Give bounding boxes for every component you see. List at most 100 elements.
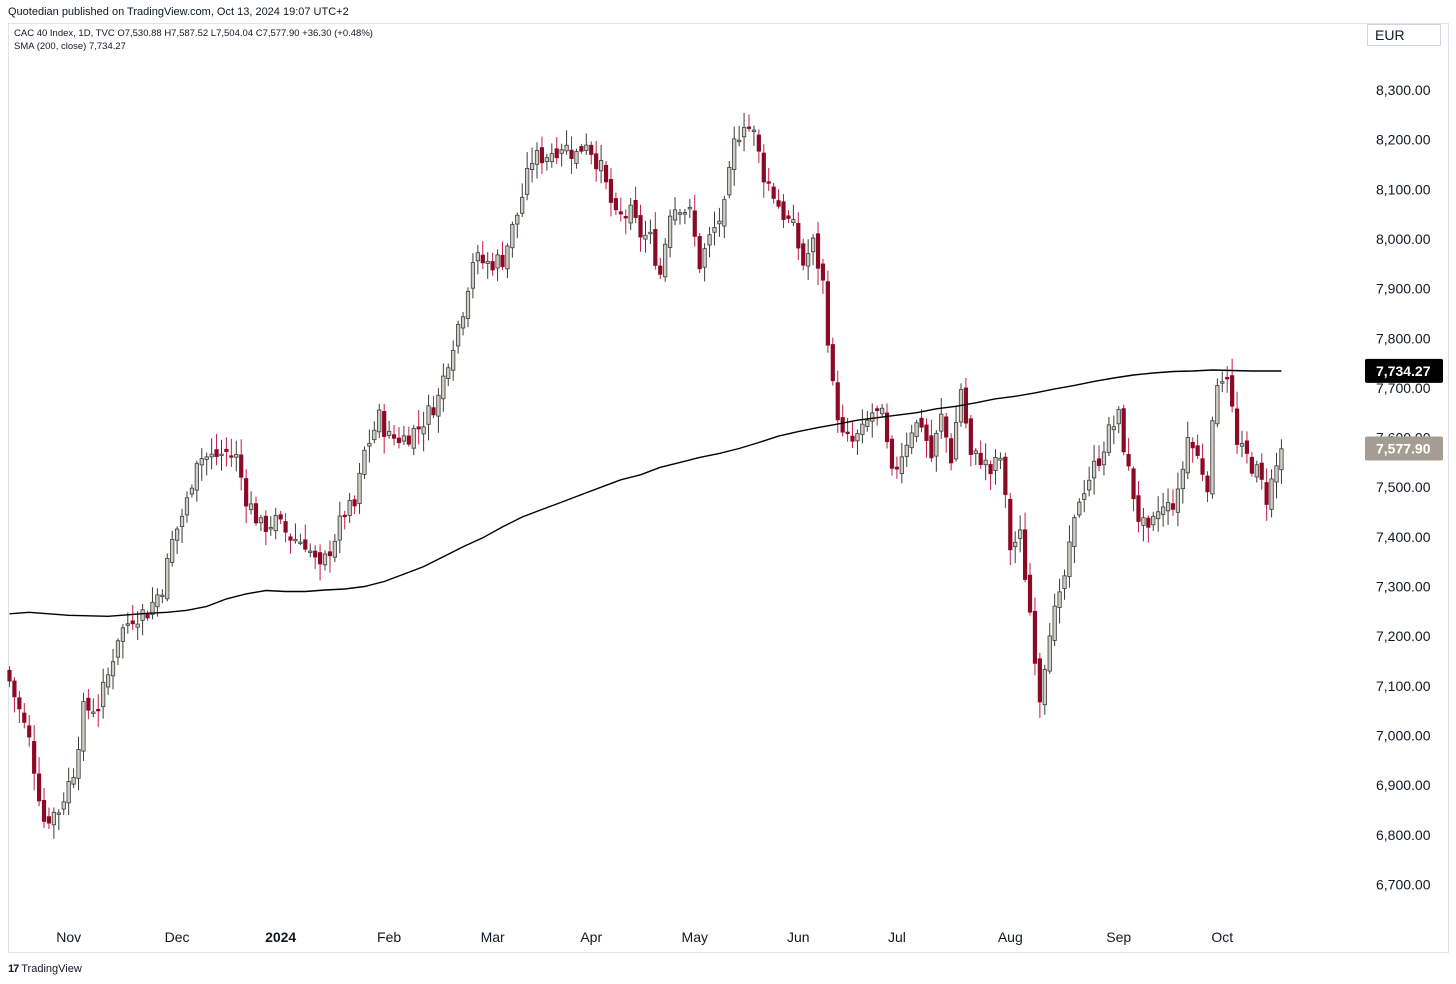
y-tick-label: 8,000.00 — [1376, 231, 1431, 247]
candle — [1151, 511, 1156, 531]
candle — [1220, 371, 1225, 393]
candle — [525, 152, 530, 201]
candle — [1027, 562, 1033, 616]
candle — [781, 194, 786, 229]
candle — [145, 610, 150, 621]
candle — [480, 241, 485, 270]
price-tags: 7,734.27 7,577.90 — [1365, 358, 1443, 461]
candle — [924, 418, 929, 458]
candle — [613, 192, 618, 215]
x-tick-label: Jul — [888, 929, 906, 945]
candle — [850, 421, 855, 449]
candle — [1146, 515, 1151, 543]
x-tick-label: Dec — [165, 929, 190, 945]
candle — [860, 409, 865, 444]
candle — [426, 394, 431, 441]
currency-selector[interactable]: EUR — [1367, 24, 1441, 46]
candle — [687, 198, 692, 219]
candle — [628, 198, 633, 231]
candle — [934, 429, 939, 472]
x-tick-label: 2024 — [265, 929, 296, 945]
candle — [51, 807, 56, 839]
candle — [184, 491, 190, 523]
candle — [1200, 443, 1205, 481]
candle — [7, 666, 12, 688]
candle — [668, 209, 673, 258]
x-tick-label: Jun — [787, 929, 810, 945]
candle — [36, 757, 42, 807]
candle — [490, 252, 495, 276]
candle — [618, 197, 623, 222]
candle — [1057, 578, 1062, 624]
candle — [988, 460, 993, 490]
candle — [229, 438, 234, 467]
candle — [101, 668, 106, 719]
candle — [914, 419, 919, 443]
candle — [1136, 481, 1141, 533]
candle — [894, 456, 900, 479]
candle — [352, 495, 357, 515]
candle — [278, 510, 283, 525]
y-tick-label: 7,700.00 — [1376, 380, 1431, 396]
candle — [549, 143, 554, 168]
candle — [1008, 492, 1013, 566]
sma-legend[interactable]: SMA (200, close) 7,734.27 — [14, 41, 126, 52]
candle — [175, 526, 180, 554]
candle — [308, 543, 313, 558]
candle — [66, 767, 71, 816]
candle — [722, 195, 727, 239]
candle — [737, 125, 742, 147]
candle — [539, 136, 545, 175]
candle — [1195, 434, 1200, 460]
candle — [672, 197, 678, 226]
candle — [1259, 453, 1264, 490]
candle — [564, 130, 569, 155]
candle — [125, 612, 130, 634]
y-tick-label: 8,100.00 — [1376, 181, 1431, 197]
candle — [544, 153, 549, 171]
candle — [623, 209, 628, 235]
candle — [456, 320, 461, 354]
candle — [919, 409, 924, 433]
candle — [179, 508, 185, 543]
candle — [1111, 415, 1116, 445]
candle — [1185, 421, 1190, 479]
tradingview-footer[interactable]: 17 TradingView — [8, 963, 82, 975]
candle — [569, 136, 574, 174]
candle — [608, 168, 614, 217]
candle — [554, 137, 559, 164]
candle — [1210, 416, 1215, 499]
candle — [638, 204, 643, 252]
candle — [234, 440, 239, 472]
candle — [56, 809, 61, 831]
candle — [1082, 480, 1087, 513]
candle — [465, 287, 471, 328]
tradingview-brand: TradingView — [21, 963, 82, 975]
candle — [855, 429, 860, 455]
candle — [495, 249, 500, 282]
candle — [106, 667, 111, 695]
candle — [574, 148, 579, 169]
candle — [150, 587, 155, 620]
candle — [337, 501, 342, 554]
candle — [806, 239, 811, 280]
candle — [194, 460, 199, 502]
candle — [135, 611, 140, 641]
candle — [303, 524, 308, 553]
candle — [165, 553, 170, 602]
candle — [120, 624, 125, 659]
candle — [115, 638, 121, 665]
candle — [909, 424, 914, 455]
price-tag-label: 7,734.27 — [1376, 363, 1431, 379]
symbol-legend[interactable]: CAC 40 Index, 1D, TVC O7,530.88 H7,587.5… — [14, 28, 373, 39]
candle — [732, 126, 737, 186]
candle — [978, 440, 983, 469]
candle — [1077, 498, 1082, 518]
publisher-header: Quotedian published on TradingView.com, … — [8, 6, 349, 18]
candle — [1037, 652, 1042, 718]
candle — [322, 550, 328, 571]
chart-frame — [8, 23, 1449, 953]
x-tick-label: Aug — [998, 929, 1023, 945]
x-tick-label: Apr — [580, 929, 602, 945]
